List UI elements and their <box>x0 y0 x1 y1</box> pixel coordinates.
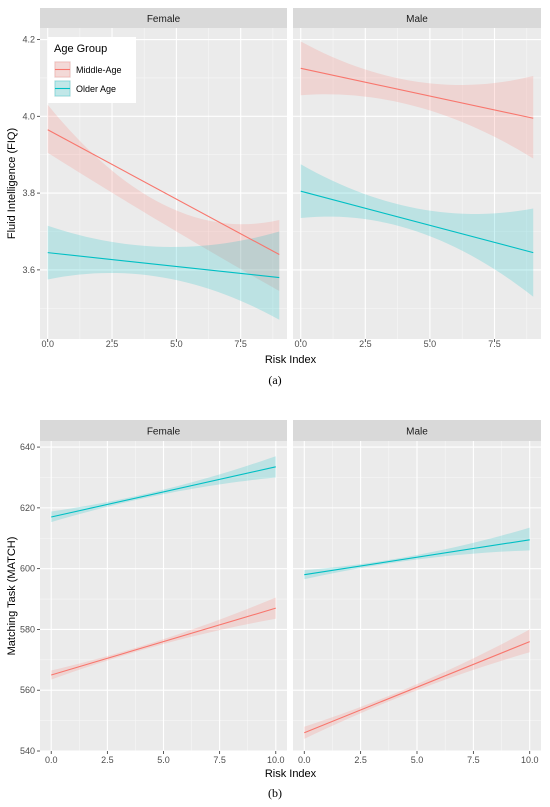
series-line-older-age <box>51 466 276 518</box>
series-line-older-age <box>304 539 530 576</box>
x-tick-label: 0.0 <box>45 755 58 765</box>
plot-background <box>293 28 541 339</box>
y-tick-label: 600 <box>20 564 35 574</box>
facet-strip <box>293 8 541 28</box>
x-tick-label: 5.0 <box>411 755 424 765</box>
y-tick-label: 3.6 <box>22 265 35 275</box>
y-tick-label: 620 <box>20 503 35 513</box>
confidence-band-middle-age <box>300 41 534 159</box>
x-tick-label: 5.0 <box>157 755 170 765</box>
x-axis-title: Risk Index <box>265 354 317 366</box>
confidence-band-middle-age <box>304 629 530 739</box>
figure-caption: (a) <box>268 373 281 387</box>
series-line-middle-age <box>304 641 530 734</box>
y-tick-label: 640 <box>20 442 35 452</box>
facet-strip <box>293 420 541 441</box>
x-axis-title: Risk Index <box>265 768 317 780</box>
x-tick-label: 2.5 <box>354 755 367 765</box>
series-line-older-age <box>47 252 280 279</box>
confidence-band-older-age <box>51 456 276 523</box>
legend-title: Age Group <box>54 43 107 55</box>
facet-label: Male <box>406 14 428 25</box>
panel-male: Male 0.0 2.5 5.0 7.5 10.0 <box>293 420 541 765</box>
x-tick-label: 7.5 <box>213 755 226 765</box>
x-tick-label: 0.0 <box>41 339 54 349</box>
legend: Age Group Middle-Age Older Age <box>48 37 136 103</box>
x-tick-label: 2.5 <box>106 339 119 349</box>
y-tick-label: 3.8 <box>22 188 35 198</box>
legend-entry-label: Older Age <box>76 84 116 94</box>
y-axis-title: Matching Task (MATCH) <box>6 537 18 656</box>
y-axis-title: Fluid Intelligence (FIQ) <box>6 128 18 239</box>
x-tick-label: 5.0 <box>424 339 437 349</box>
x-tick-label: 10.0 <box>267 755 285 765</box>
legend-entry-label: Middle-Age <box>76 65 122 75</box>
facet-label: Female <box>147 427 181 438</box>
confidence-band-middle-age <box>51 597 276 680</box>
series-line-middle-age <box>47 129 280 256</box>
y-tick-label: 540 <box>20 746 35 756</box>
y-tick-label: 4.2 <box>22 35 35 45</box>
series-line-middle-age <box>300 67 534 119</box>
facet-strip <box>40 420 287 441</box>
chart-a: Female 0.0 2.5 5.0 7.5 Male 0.0 2.5 5.0 7.5 3.6 3.8… <box>6 8 541 387</box>
x-tick-label: 0.0 <box>294 339 307 349</box>
y-tick-label: 580 <box>20 624 35 634</box>
panel-male: Male 0.0 2.5 5.0 7.5 <box>293 8 541 349</box>
confidence-band-older-age <box>300 164 534 297</box>
x-tick-label: 7.5 <box>467 755 480 765</box>
facet-strip <box>40 8 287 28</box>
x-tick-label: 2.5 <box>359 339 372 349</box>
facet-label: Female <box>147 14 181 25</box>
y-tick-label: 560 <box>20 685 35 695</box>
confidence-band-older-age <box>47 225 280 320</box>
series-line-middle-age <box>51 607 276 676</box>
series-line-older-age <box>300 190 534 254</box>
x-tick-label: 5.0 <box>170 339 183 349</box>
x-tick-label: 10.0 <box>521 755 539 765</box>
chart-b: Female 0.0 2.5 5.0 7.5 10.0 Male 0.0 2.5 5.0 7.5 10… <box>6 420 541 800</box>
x-tick-label: 0.0 <box>298 755 311 765</box>
figure-caption: (b) <box>268 786 282 800</box>
facet-label: Male <box>406 427 428 438</box>
x-tick-label: 7.5 <box>234 339 247 349</box>
x-tick-label: 7.5 <box>488 339 501 349</box>
panel-female: Female 0.0 2.5 5.0 7.5 10.0 <box>40 420 287 765</box>
x-tick-label: 2.5 <box>101 755 114 765</box>
confidence-band-middle-age <box>47 104 280 292</box>
y-tick-label: 4.0 <box>22 111 35 121</box>
